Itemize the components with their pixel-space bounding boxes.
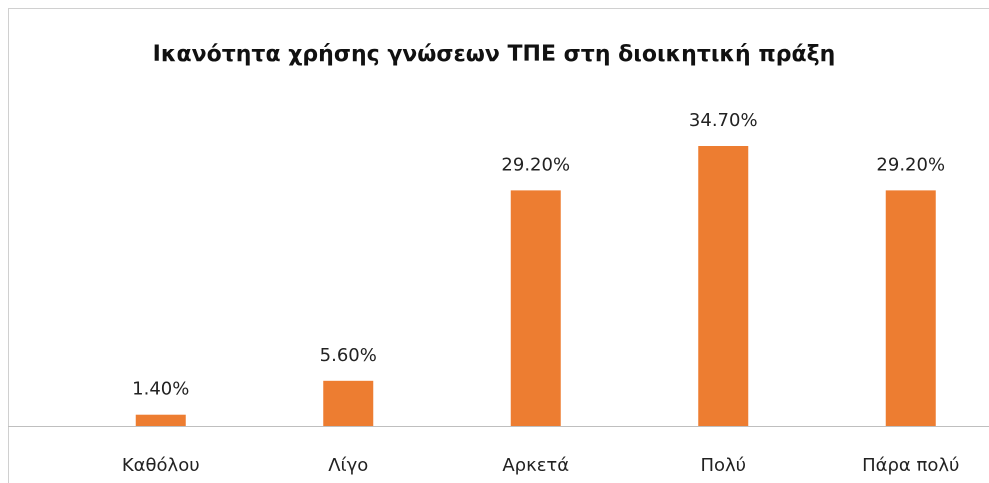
data-label: 5.60%: [320, 345, 377, 366]
x-tick-label: Αρκετά: [502, 455, 569, 476]
bar: [885, 190, 936, 426]
data-label: 29.20%: [501, 154, 570, 175]
x-tick-label: Καθόλου: [122, 455, 200, 476]
bar: [135, 414, 186, 426]
data-label: 34.70%: [689, 110, 758, 131]
data-label: 29.20%: [876, 154, 945, 175]
data-label: 1.40%: [132, 379, 189, 400]
bar: [510, 190, 561, 426]
chart-frame: [8, 8, 989, 483]
x-tick-label: Πολύ: [700, 455, 746, 476]
bar: [698, 146, 749, 426]
chart-title: Ικανότητα χρήσης γνώσεων ΤΠΕ στη διοικητ…: [153, 42, 836, 67]
x-tick-label: Λίγο: [328, 455, 368, 476]
x-tick-label: Πάρα πολύ: [862, 455, 959, 476]
bar: [323, 380, 374, 426]
